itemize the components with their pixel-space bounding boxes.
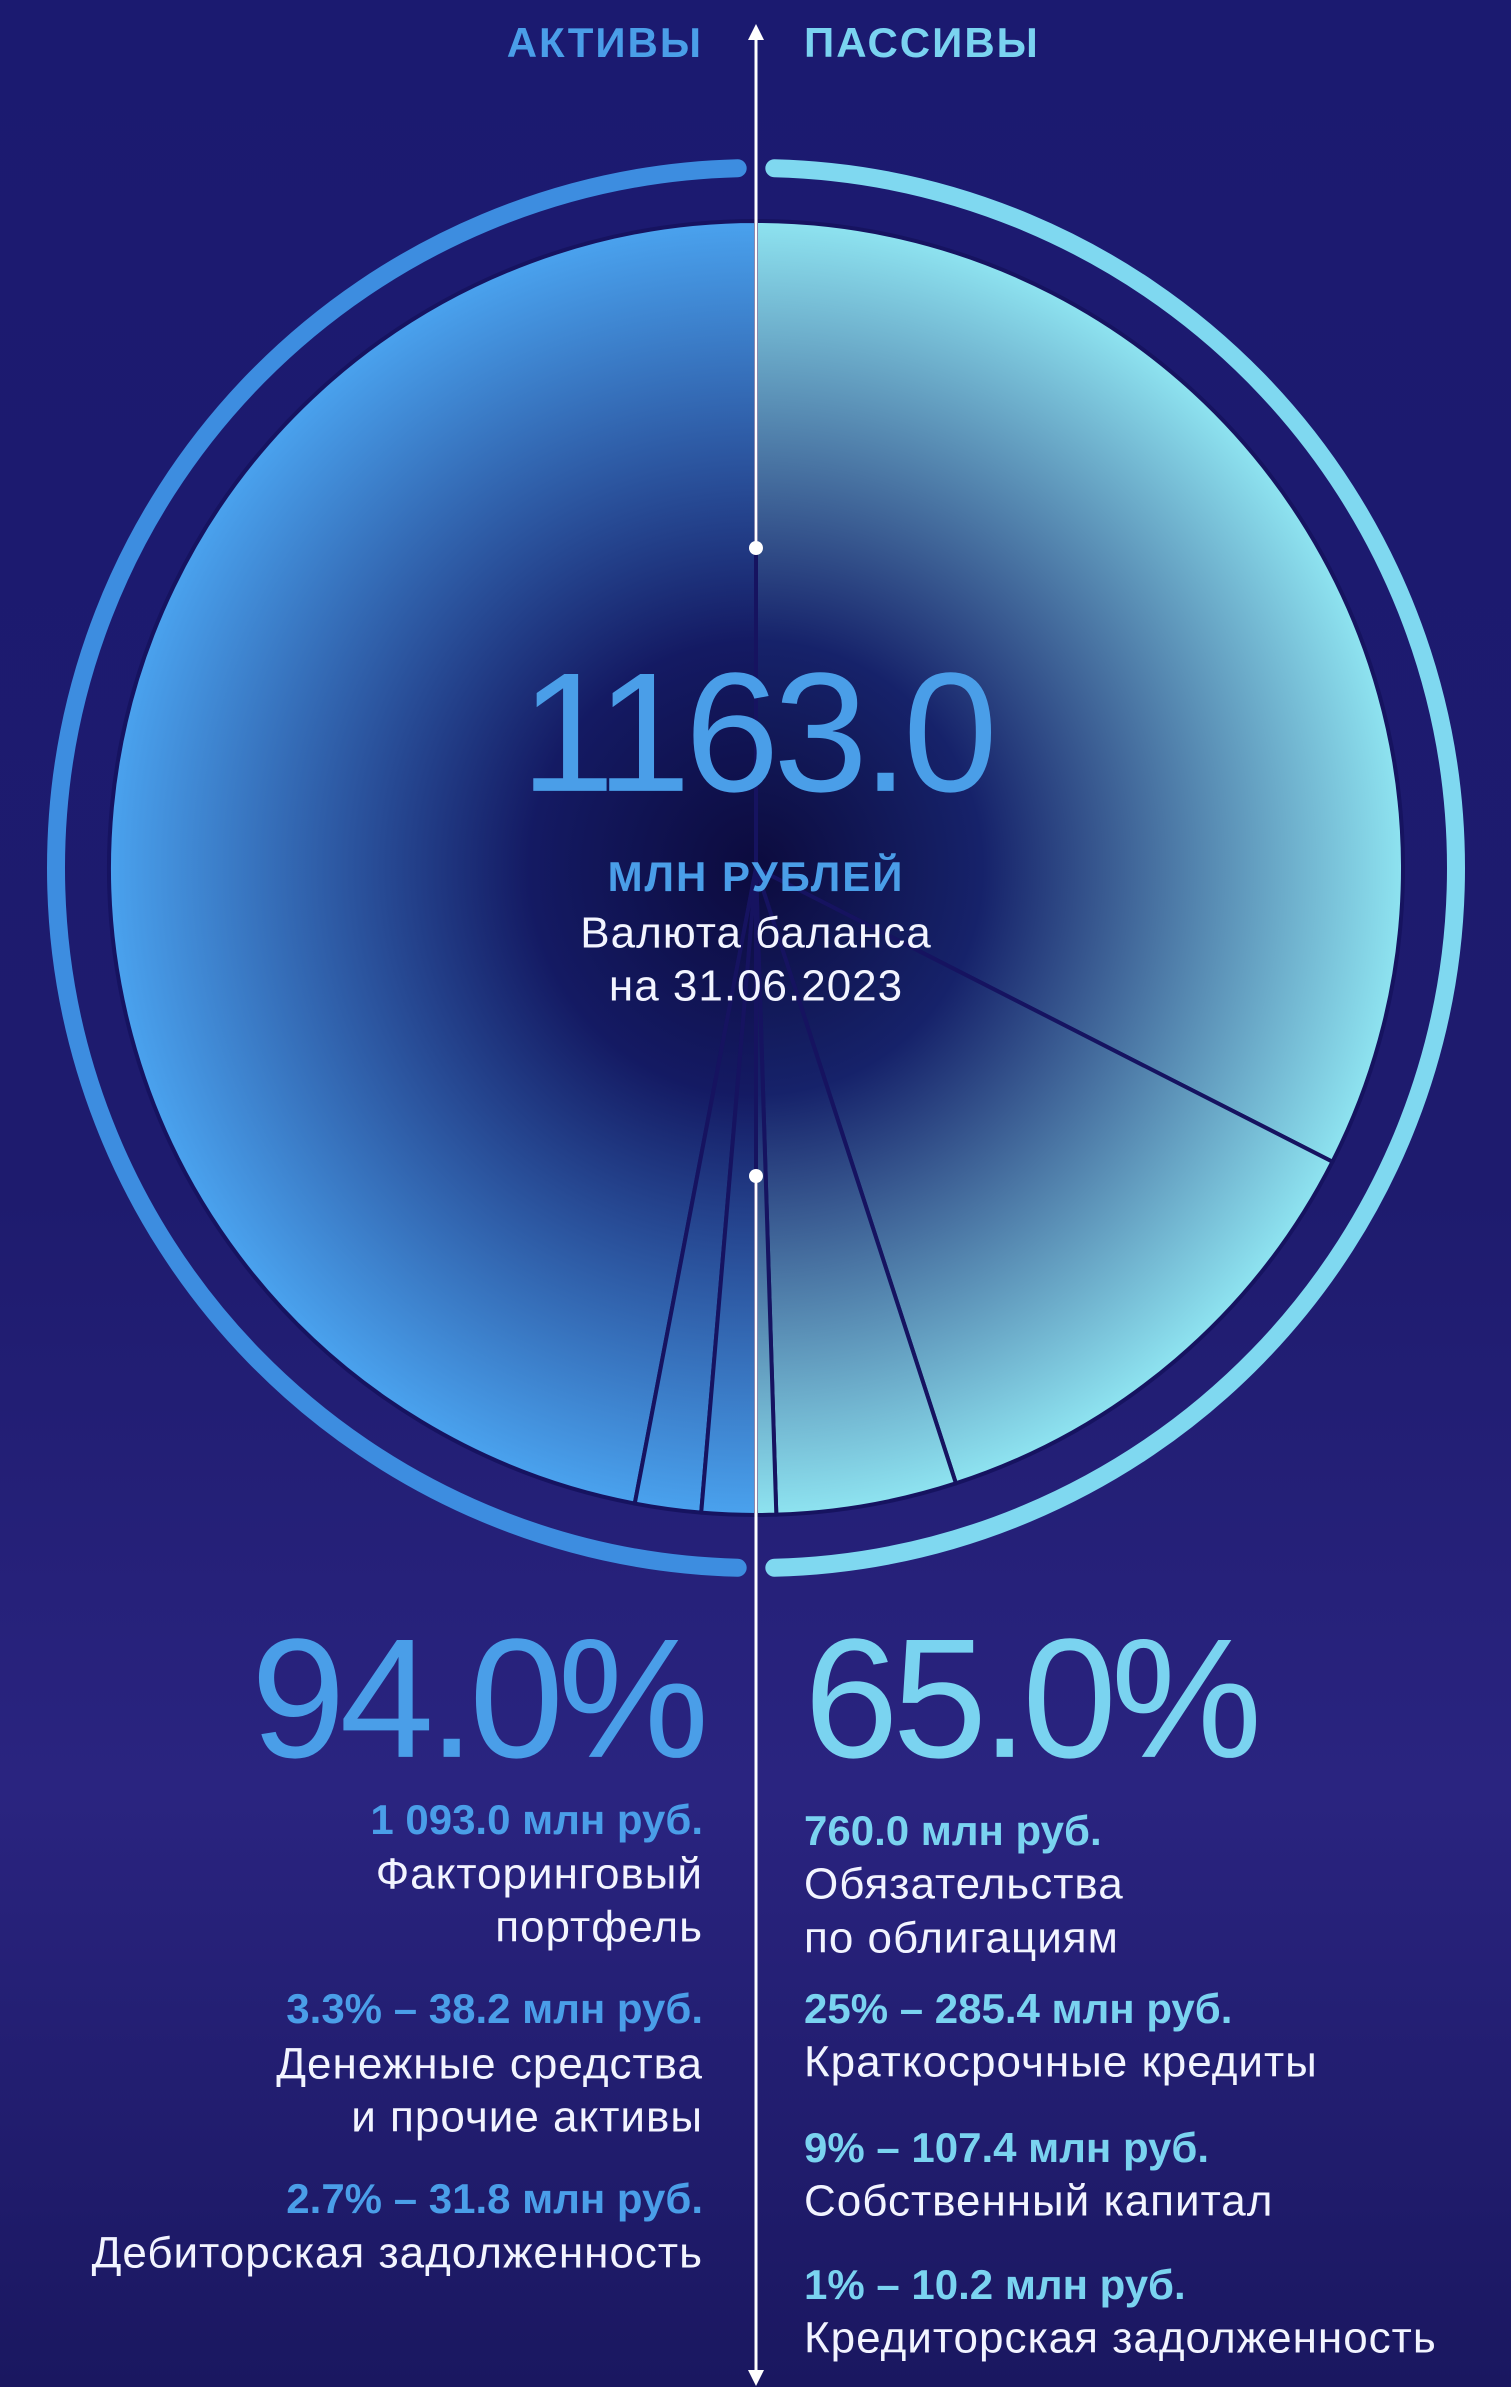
assets-list: 1 093.0 млн руб. Факторинговый портфель … <box>92 1796 703 2278</box>
dot <box>749 1169 763 1183</box>
arrow <box>748 2370 764 2386</box>
amount: 1% – 10.2 млн руб. <box>804 2261 1186 2308</box>
description: Факторинговый <box>376 1850 703 1899</box>
pie <box>47 159 1465 1577</box>
amount: 760.0 млн руб. <box>804 1807 1102 1854</box>
liabilities-headline: 65.0% <box>804 1604 1257 1794</box>
amount: 2.7% – 31.8 млн руб. <box>286 2175 703 2222</box>
description: портфель <box>495 1903 703 1952</box>
axis <box>748 24 764 2386</box>
liabilities-list: 760.0 млн руб. Обязательства по облигаци… <box>804 1807 1437 2363</box>
unit: МЛН РУБЛЕЙ <box>608 852 905 900</box>
liabilities-title: ПАССИВЫ <box>804 19 1040 66</box>
description: Краткосрочные кредиты <box>804 2038 1318 2087</box>
ring <box>765 159 1465 1577</box>
description: Дебиторская задолженность <box>92 2229 703 2278</box>
description: Денежные средства <box>276 2040 703 2089</box>
description: по облигациям <box>804 1914 1119 1963</box>
assets-title: АКТИВЫ <box>507 19 703 66</box>
caption: на 31.06.2023 <box>609 962 903 1011</box>
description: Собственный капитал <box>804 2177 1273 2226</box>
wedge <box>107 219 758 1506</box>
description: Обязательства <box>804 1860 1124 1909</box>
arrow <box>748 24 764 40</box>
dot <box>749 541 763 555</box>
wedge <box>754 866 1335 1486</box>
amount: 25% – 285.4 млн руб. <box>804 1985 1232 2032</box>
amount: 3.3% – 38.2 млн руб. <box>286 1985 703 2032</box>
caption: Валюта баланса <box>580 909 931 958</box>
wedge <box>754 219 1405 1164</box>
amount: 1 093.0 млн руб. <box>370 1796 703 1843</box>
ring <box>47 159 747 1577</box>
total: 1163.0 <box>520 638 991 828</box>
description: и прочие активы <box>351 2093 703 2142</box>
description: Кредиторская задолженность <box>804 2314 1437 2363</box>
wedge <box>754 866 958 1517</box>
assets-headline: 94.0% <box>251 1604 704 1794</box>
amount: 9% – 107.4 млн руб. <box>804 2124 1209 2171</box>
